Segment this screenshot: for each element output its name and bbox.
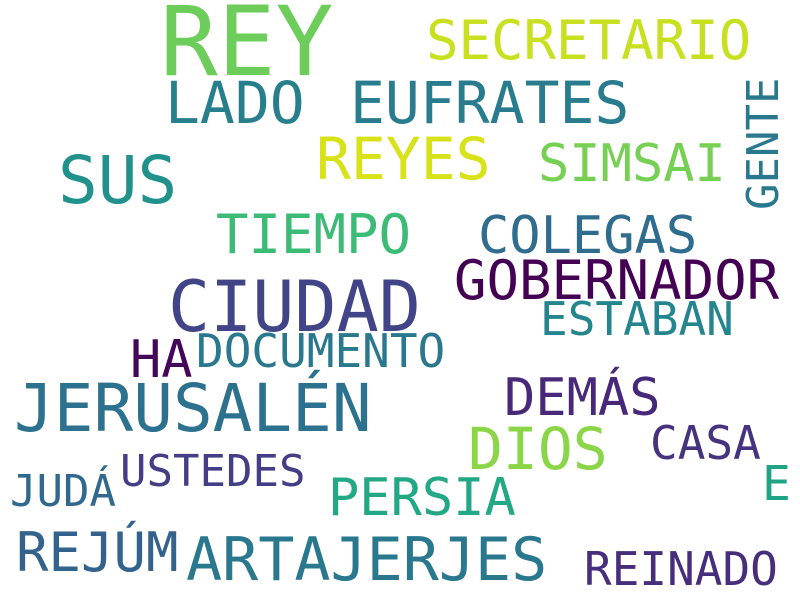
word-demas: DEMÁS — [504, 368, 661, 428]
word-estaban: ESTABAN — [540, 292, 734, 346]
word-persia: PERSIA — [328, 468, 516, 528]
word-juda: JUDÁ — [10, 466, 116, 517]
word-sus: SUS — [58, 142, 178, 219]
word-artajerjes: ARTAJERJES — [186, 525, 548, 595]
word-eufrates: EUFRATES — [350, 69, 630, 137]
word-lado: LADO — [165, 69, 305, 137]
word-reyes: REYES — [316, 125, 491, 193]
word-tiempo: TIEMPO — [216, 203, 412, 266]
word-rey: REY — [160, 0, 334, 98]
word-gente: GENTE — [738, 77, 789, 210]
word-secretario: SECRETARIO — [426, 9, 752, 72]
word-dios: DIOS — [468, 415, 608, 483]
word-jerusalen: JERUSALÉN — [14, 370, 372, 447]
word-reinado: REINADO — [584, 542, 778, 596]
word-rejum: REJÚM — [16, 521, 179, 584]
word-documento: DOCUMENTO — [196, 324, 446, 378]
word-colegas: COLEGAS — [478, 206, 698, 266]
word-gobernador: GOBERNADOR — [454, 249, 780, 312]
word-ciudad: CIUDAD — [168, 266, 421, 348]
word-casa: CASA — [650, 416, 761, 470]
word-e: E — [762, 456, 791, 512]
word-simsai: SIMSAI — [538, 134, 726, 194]
word-ha: HA — [130, 330, 193, 390]
word-ustedes: USTEDES — [120, 446, 306, 497]
